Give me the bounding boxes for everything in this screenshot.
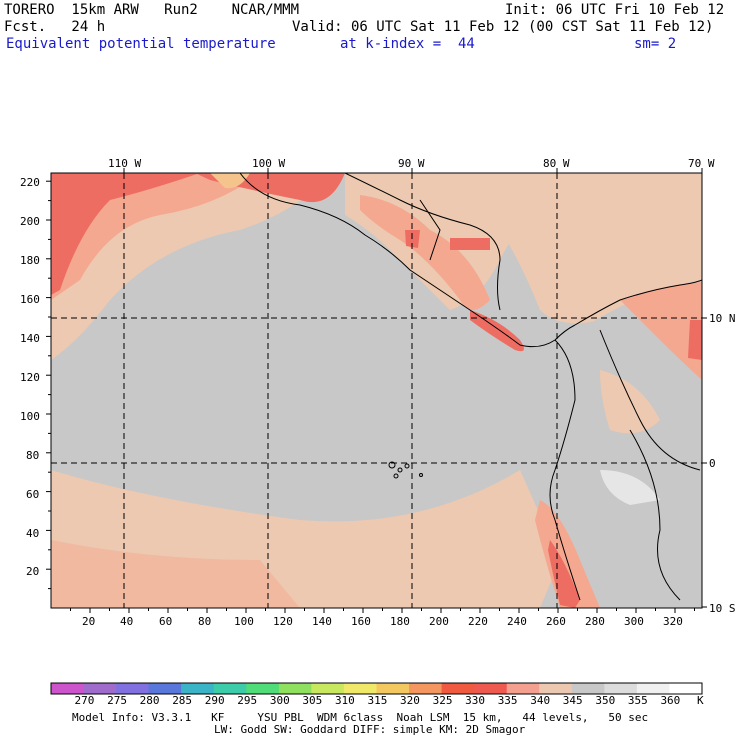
y-tick-200: 200 — [20, 215, 40, 228]
x-tick-80: 80 — [198, 615, 212, 628]
y-tick-140: 140 — [20, 332, 40, 345]
lon-label-70w: 70 W — [688, 157, 715, 170]
x-tick-280: 280 — [585, 615, 605, 628]
x-tick-200: 200 — [429, 615, 449, 628]
forecast-hour: Fcst. 24 h — [4, 19, 106, 35]
y-tick-60: 60 — [26, 488, 40, 501]
galapagos-2 — [397, 467, 403, 473]
venezuela-warm — [620, 282, 702, 380]
lat-label-10s: 10 S — [709, 602, 736, 615]
x-tick-260: 260 — [546, 615, 566, 628]
colorbar-label: 360 — [660, 694, 681, 707]
galapagos-3 — [404, 463, 410, 469]
coastline-mexico — [239, 173, 576, 348]
colorbar-label: 325 — [432, 694, 453, 707]
x-tick-60: 60 — [159, 615, 173, 628]
venezuela-hot — [688, 320, 702, 360]
x-tick-100: 100 — [234, 615, 254, 628]
smoothing-info: sm= 2 — [634, 36, 677, 52]
border-1 — [419, 199, 441, 261]
coastline-southamerica — [549, 339, 581, 601]
colorbar-label: 280 — [139, 694, 160, 707]
galapagos-5 — [419, 473, 423, 477]
x-tick-300: 300 — [624, 615, 644, 628]
colorbar-label: 270 — [74, 694, 95, 707]
coastline-caribbean — [344, 173, 501, 311]
colorbar-label: 330 — [465, 694, 486, 707]
lat-label-0: 0 — [709, 457, 716, 470]
y-tick-100: 100 — [20, 410, 40, 423]
x-tick-20: 20 — [82, 615, 96, 628]
field-name: Equivalent potential temperature — [6, 36, 276, 52]
border-2 — [599, 329, 701, 471]
colorbar-label: 350 — [595, 694, 616, 707]
colombia-land — [555, 280, 702, 608]
valid-time: Valid: 06 UTC Sat 11 Feb 12 (00 CST Sat … — [292, 19, 714, 35]
nw-hot-region — [51, 173, 200, 295]
lon-label-110w: 110 W — [108, 157, 142, 170]
peru-coast-warm — [535, 500, 600, 608]
colorbar-label: 305 — [302, 694, 323, 707]
level-info: at k-index = 44 — [340, 36, 475, 52]
model-info: Model Info: V3.3.1 KF YSU PBL WDM 6class… — [72, 711, 649, 724]
x-tick-140: 140 — [312, 615, 332, 628]
colorbar-label: 320 — [400, 694, 420, 707]
y-tick-20: 20 — [26, 565, 40, 578]
init-time: Init: 06 UTC Fri 10 Feb 12 — [505, 2, 725, 18]
colorbar-label: 290 — [204, 694, 225, 707]
lon-label-80w: 80 W — [543, 157, 570, 170]
lon-label-100w: 100 W — [252, 157, 286, 170]
galapagos-1 — [388, 461, 396, 469]
y-tick-120: 120 — [20, 371, 40, 384]
y-tick-40: 40 — [26, 527, 40, 540]
colorbar-label: 345 — [562, 694, 583, 707]
map-frame — [50, 172, 703, 609]
colorbar-label: 285 — [172, 694, 193, 707]
central-america-warm-2 — [360, 195, 490, 310]
coastline-north-sa — [574, 279, 702, 326]
y-tick-180: 180 — [20, 254, 40, 267]
x-tick-120: 120 — [273, 615, 293, 628]
x-tick-180: 180 — [390, 615, 410, 628]
physics-info: LW: Godd SW: Goddard DIFF: simple KM: 2D… — [214, 723, 526, 736]
colorbar-label: 275 — [107, 694, 127, 707]
colorbar-label: 300 — [269, 694, 290, 707]
x-tick-40: 40 — [120, 615, 134, 628]
x-tick-320: 320 — [663, 615, 683, 628]
lat-label-10n: 10 N — [709, 312, 736, 325]
y-tick-160: 160 — [20, 293, 40, 306]
southern-warm-band-2 — [51, 540, 300, 608]
peru-coast-hot — [548, 540, 580, 608]
honduras-hot — [450, 238, 490, 250]
y-tick-220: 220 — [20, 176, 40, 189]
andes-warm — [600, 370, 660, 434]
border-3 — [629, 429, 681, 601]
ecuador-light — [600, 470, 660, 505]
colorbar-label: 340 — [530, 694, 551, 707]
colorbar-unit: K — [697, 694, 704, 707]
costa-rica-hot — [470, 310, 524, 352]
x-tick-240: 240 — [507, 615, 527, 628]
colorbar-label: 295 — [237, 694, 258, 707]
caribbean-warm — [500, 173, 702, 324]
y-tick-80: 80 — [26, 449, 40, 462]
colorbar-label: 355 — [627, 694, 648, 707]
colorbar-label: 315 — [367, 694, 388, 707]
colorbar-label: 310 — [334, 694, 355, 707]
x-tick-220: 220 — [468, 615, 488, 628]
mexico-peak — [210, 173, 250, 189]
lon-label-90w: 90 W — [398, 157, 425, 170]
galapagos-4 — [393, 473, 399, 479]
colorbar-label: 335 — [497, 694, 518, 707]
x-tick-160: 160 — [351, 615, 371, 628]
model-title: TORERO 15km ARW Run2 NCAR/MMM — [4, 2, 300, 18]
